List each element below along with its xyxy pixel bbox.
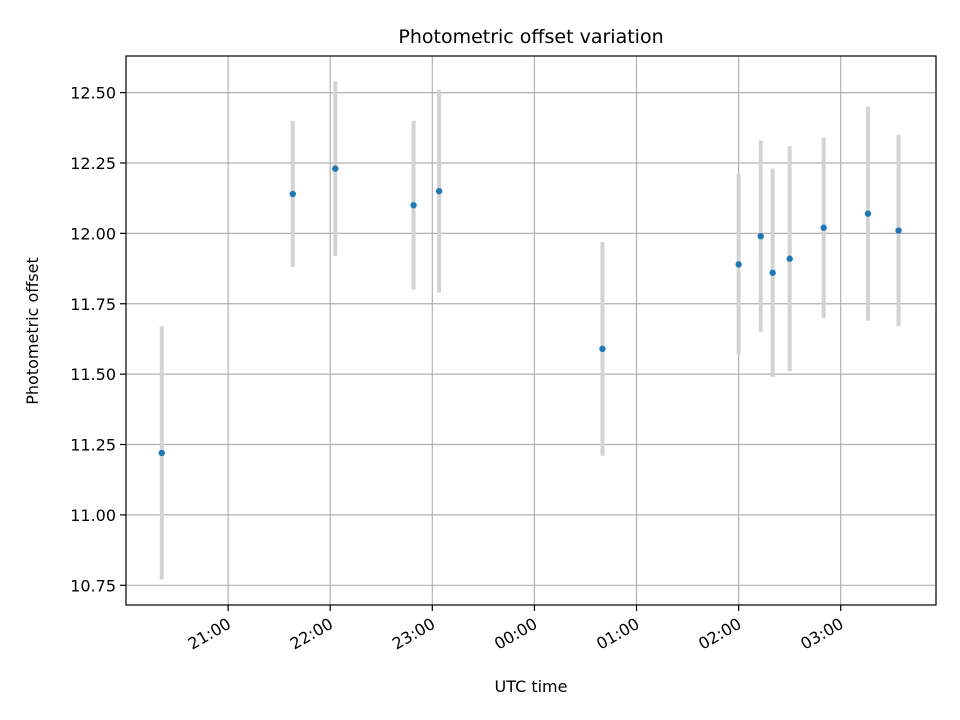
data-point xyxy=(786,255,793,262)
data-point xyxy=(410,202,417,209)
data-point xyxy=(735,261,742,268)
y-tick-label: 11.00 xyxy=(70,506,116,525)
y-tick-label: 11.50 xyxy=(70,365,116,384)
data-point xyxy=(757,232,764,240)
data-point xyxy=(864,210,872,217)
y-tick-label: 10.75 xyxy=(70,576,116,595)
data-point xyxy=(769,269,776,276)
y-tick-label: 11.75 xyxy=(70,295,116,314)
chart-title: Photometric offset variation xyxy=(398,26,663,48)
y-axis-label: Photometric offset xyxy=(23,257,42,405)
y-tick-label: 12.00 xyxy=(70,224,116,243)
y-tick-label: 11.25 xyxy=(70,436,116,455)
data-points xyxy=(158,165,902,457)
data-point xyxy=(289,190,296,198)
data-point xyxy=(895,227,902,234)
y-axis: 10.75 11.00 11.25 11.50 11.75 12.00 12.25 12.50 xyxy=(70,84,126,595)
data-point xyxy=(435,187,443,195)
data-point xyxy=(599,345,606,352)
data-point xyxy=(332,165,339,172)
y-tick-label: 12.25 xyxy=(70,154,116,173)
x-axis-label: UTC time xyxy=(495,677,568,696)
data-point xyxy=(820,224,827,231)
y-tick-label: 12.50 xyxy=(70,84,116,103)
plot-frame xyxy=(125,55,937,606)
data-point xyxy=(158,449,165,457)
